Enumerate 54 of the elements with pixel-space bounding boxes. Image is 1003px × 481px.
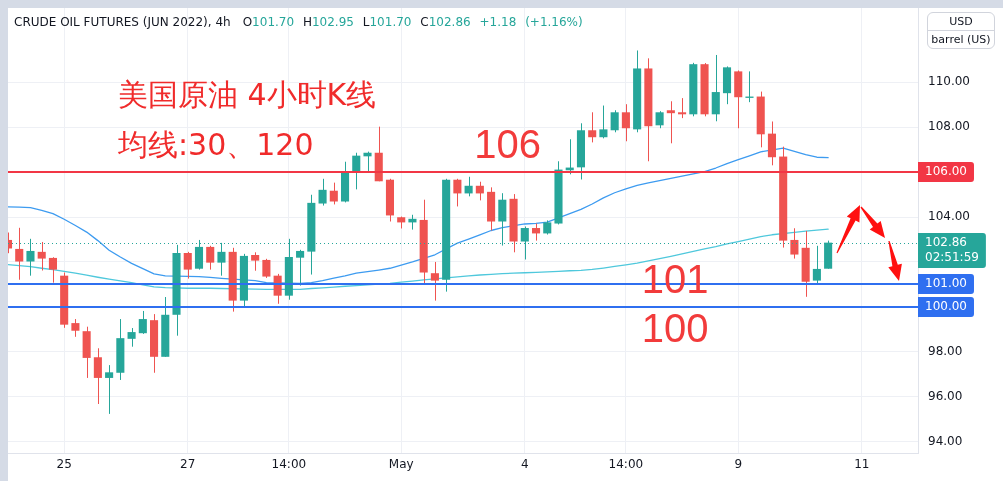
y-tick-label: 110.00: [928, 74, 970, 89]
candlestick: [93, 347, 102, 405]
candlestick: [37, 241, 46, 272]
candlestick: [363, 151, 372, 173]
x-tick-label: May: [388, 457, 414, 472]
x-tick-label: 9: [734, 457, 743, 472]
x-tick-label: 27: [180, 457, 196, 472]
x-tick-label: 25: [56, 457, 72, 472]
y-tick-label: 104.00: [928, 209, 970, 224]
candlestick: [329, 182, 338, 205]
annotation: 106: [474, 122, 541, 167]
text: O101.70 H102.95 L101.70 C102.86 +1.18 (+1.16%): [242, 15, 583, 29]
annotation: 100: [641, 305, 709, 350]
y-tick-label: 108.00: [928, 119, 970, 134]
candlestick: [666, 100, 675, 144]
candlestick: [15, 227, 24, 281]
candlestick: [262, 258, 271, 279]
candlestick: [790, 227, 799, 260]
annotation: 均线:30、120: [118, 127, 314, 162]
candlestick: [812, 245, 821, 286]
candlestick: [767, 121, 776, 166]
ref-line-label: 106.00: [925, 164, 967, 179]
x-tick-label: 14:00: [271, 457, 307, 472]
ref-line-label: 100.00: [925, 299, 967, 314]
y-tick-label: 94.00: [928, 433, 963, 448]
candlestick: [599, 105, 608, 139]
candlestick: [621, 103, 630, 142]
candlestick: [711, 54, 720, 122]
ref-line-label: 101.00: [925, 276, 967, 291]
candlestick: [453, 178, 462, 207]
x-tick-label: 4: [520, 457, 529, 472]
candlestick: [475, 181, 484, 201]
candlestick: [183, 251, 192, 280]
annotation: 美国原油 4小时K线: [118, 77, 377, 112]
y-tick-label: 98.00: [928, 343, 963, 358]
candlestick: [251, 251, 260, 272]
y-tick-label: 96.00: [928, 388, 963, 403]
y-axis-title: USD barrel (US): [928, 13, 994, 48]
candlestick: [138, 310, 147, 335]
x-tick-label: 14:00: [608, 457, 644, 472]
candlestick: [296, 249, 305, 287]
text: CRUDE OIL FUTURES (JUN 2022), 4h: [14, 15, 231, 29]
x-tick-label: 11: [854, 457, 870, 472]
candlestick: [318, 178, 327, 207]
candlestick: [48, 256, 57, 284]
candlestick: [610, 109, 619, 133]
candlestick: [430, 261, 439, 302]
candlestick: [678, 97, 687, 119]
candlestick: [105, 364, 114, 415]
candlestick: [464, 176, 473, 197]
candlestick: [206, 245, 215, 271]
candlestick: [588, 111, 597, 143]
candlestick: [127, 327, 136, 348]
ref-line-label: 102.86 02:51:59: [925, 235, 979, 265]
